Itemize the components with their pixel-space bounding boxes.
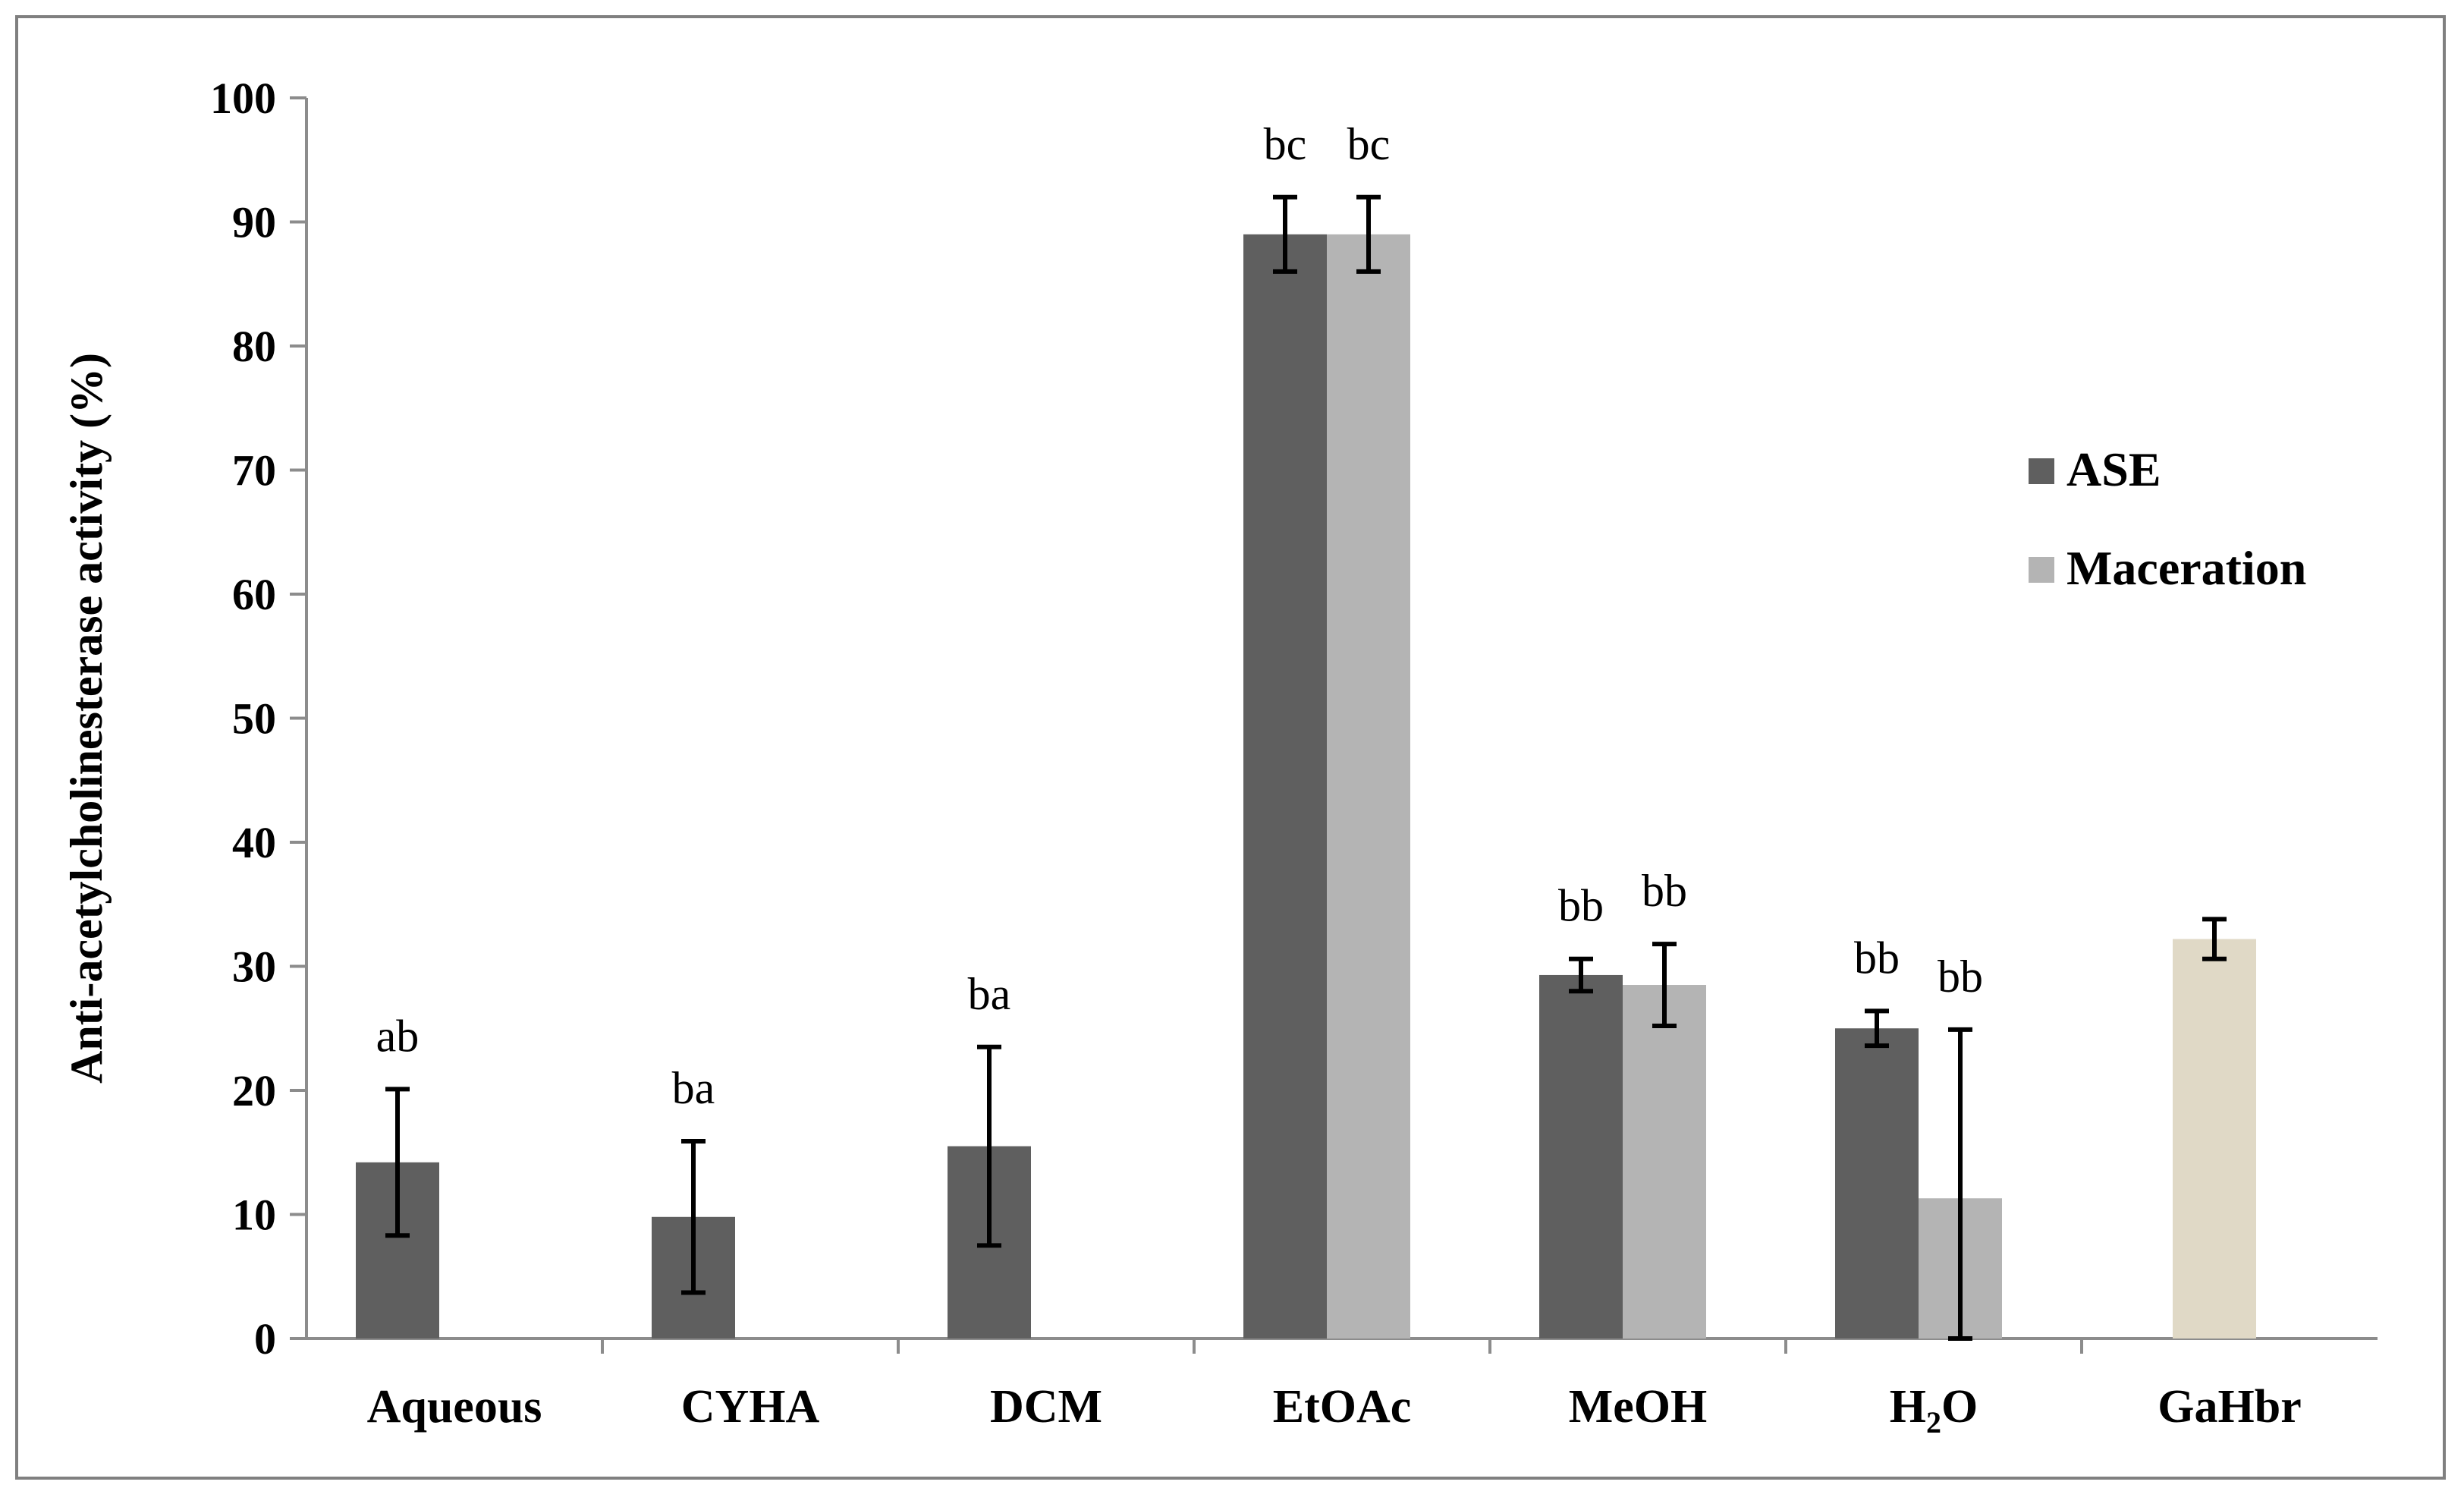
- x-category-labels: Aqueous CYHA DCM EtOAc MeOH H2O GaHbr: [367, 1381, 2302, 1439]
- bar-ase-etoac: [1243, 234, 1327, 1339]
- x-category-label: GaHbr: [2158, 1381, 2301, 1433]
- bar-maceration-etoac: [1327, 234, 1410, 1339]
- bars: [356, 234, 2256, 1339]
- legend-swatch-ase: [2029, 458, 2054, 484]
- x-category-label: EtOAc: [1273, 1381, 1412, 1433]
- significance-label: bc: [1347, 119, 1391, 169]
- significance-label: bb: [1558, 881, 1604, 931]
- legend-label-maceration: Maceration: [2066, 541, 2306, 595]
- x-category-label: Aqueous: [367, 1381, 542, 1433]
- y-tick-label: 50: [232, 694, 276, 744]
- x-category-label: DCM: [990, 1381, 1102, 1433]
- bar-maceration-meoh: [1623, 985, 1706, 1339]
- y-tick-label: 100: [210, 74, 276, 123]
- bar-ase-meoh: [1539, 974, 1623, 1339]
- significance-label: bb: [1938, 952, 1983, 1002]
- significance-label: ba: [968, 969, 1011, 1019]
- significance-label: bb: [1642, 866, 1687, 916]
- x-category-label: CYHA: [681, 1381, 820, 1433]
- y-tick-label: 10: [232, 1191, 276, 1240]
- significance-label: bb: [1854, 933, 1900, 983]
- chart-frame: ab ba ba bc bc bb bb bb bb 0 10 20 30 40 50 60 70 80 90 10…: [15, 15, 2446, 1480]
- legend: ASE Maceration: [2029, 442, 2306, 595]
- significance-label: ab: [376, 1011, 420, 1061]
- y-tick-label: 30: [232, 942, 276, 992]
- y-tick-label: 40: [232, 818, 276, 867]
- bar-gahbr-gahbr: [2173, 939, 2256, 1339]
- error-bars: [385, 194, 2227, 1341]
- y-tick-labels: 0 10 20 30 40 50 60 70 80 90 100: [210, 74, 276, 1364]
- y-axis-title: Anti-acetylcholinesterase activity (%): [61, 353, 112, 1084]
- y-tick-label: 90: [232, 198, 276, 247]
- legend-swatch-maceration: [2029, 557, 2054, 583]
- significance-label: ba: [672, 1063, 715, 1113]
- legend-label-ase: ASE: [2066, 442, 2161, 496]
- x-category-label: MeOH: [1569, 1381, 1708, 1433]
- bar-ase-h2o: [1835, 1028, 1919, 1339]
- y-tick-label: 0: [254, 1314, 276, 1364]
- y-tick-label: 20: [232, 1066, 276, 1115]
- y-tick-label: 70: [232, 446, 276, 495]
- significance-label: bc: [1264, 119, 1307, 169]
- y-tick-label: 60: [232, 570, 276, 619]
- x-category-label: H2O: [1890, 1381, 1978, 1439]
- y-tick-label: 80: [232, 322, 276, 371]
